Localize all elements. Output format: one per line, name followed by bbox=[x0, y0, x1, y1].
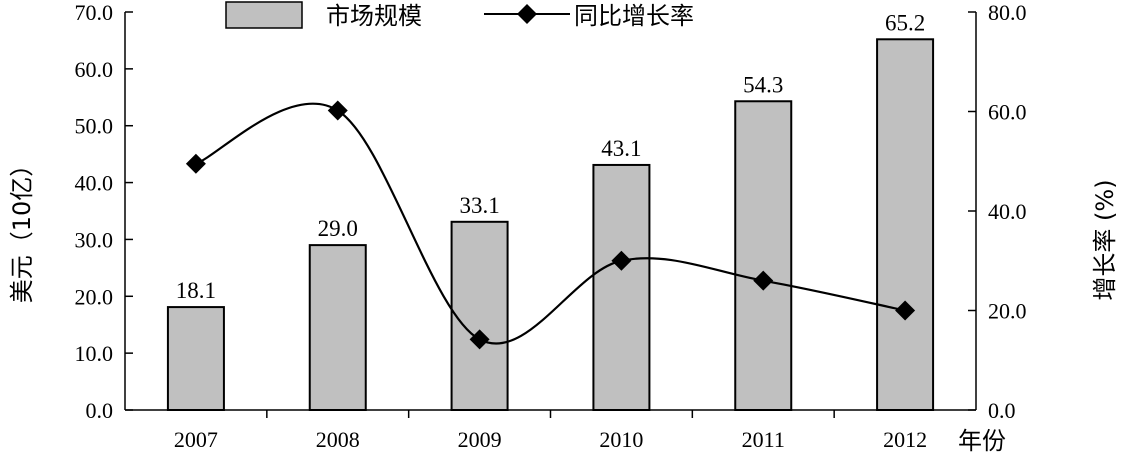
y-axis-title-right: 增长率 (%) bbox=[1091, 179, 1119, 300]
bar bbox=[734, 100, 793, 411]
x-tick-label: 2012 bbox=[883, 427, 927, 452]
y-tick-label-right: 0.0 bbox=[988, 398, 1016, 423]
y-tick-label-right: 40.0 bbox=[988, 199, 1027, 224]
y-tick-label-left: 0.0 bbox=[86, 398, 114, 423]
growth-rate-point bbox=[327, 100, 348, 121]
bar bbox=[166, 306, 225, 411]
y-tick-label-left: 30.0 bbox=[75, 227, 114, 252]
y-tick-label-left: 40.0 bbox=[75, 171, 114, 196]
bar-value-label: 29.0 bbox=[318, 216, 358, 241]
legend-bar-swatch bbox=[225, 1, 303, 29]
bar-value-label: 65.2 bbox=[885, 10, 925, 35]
bar-value-label: 43.1 bbox=[601, 136, 641, 161]
bar bbox=[876, 38, 935, 411]
x-ticks: 2007 2008 2009 2010 2011 2012 bbox=[174, 410, 927, 452]
x-tick-label: 2011 bbox=[742, 427, 785, 452]
axes bbox=[124, 12, 977, 411]
x-axis-title: 年份 bbox=[958, 427, 1006, 455]
bar-value-label: 54.3 bbox=[743, 72, 783, 97]
x-tick-label: 2008 bbox=[316, 427, 360, 452]
bar bbox=[592, 163, 651, 411]
bar-value-label: 33.1 bbox=[459, 193, 499, 218]
legend-diamond-marker bbox=[517, 4, 537, 24]
growth-rate-point bbox=[895, 300, 916, 321]
y-tick-label-left: 10.0 bbox=[75, 341, 114, 366]
growth-rate-point bbox=[611, 250, 632, 271]
growth-rate-point bbox=[185, 153, 206, 174]
y-axis-title-left: 美元（10亿） bbox=[8, 153, 36, 304]
y-ticks-left: 0.0 10.0 20.0 30.0 40.0 50.0 60.0 70.0 bbox=[75, 0, 133, 423]
legend-bar-label: 市场规模 bbox=[326, 2, 422, 30]
y-tick-label-left: 20.0 bbox=[75, 284, 114, 309]
bar-series bbox=[166, 38, 935, 411]
growth-rate-point bbox=[753, 270, 774, 291]
bar-value-label: 18.1 bbox=[176, 278, 216, 303]
x-tick-label: 2007 bbox=[174, 427, 218, 452]
x-tick-label: 2009 bbox=[458, 427, 502, 452]
y-tick-label-right: 80.0 bbox=[988, 0, 1027, 25]
y-tick-label-left: 70.0 bbox=[75, 0, 114, 25]
y-tick-label-right: 20.0 bbox=[988, 299, 1027, 324]
line-series bbox=[185, 100, 916, 350]
bar bbox=[308, 244, 367, 411]
bar-value-labels: 18.1 29.0 33.1 43.1 54.3 65.2 bbox=[176, 10, 925, 303]
bar bbox=[450, 220, 509, 411]
legend: 市场规模 同比增长率 bbox=[225, 1, 694, 30]
growth-rate-point bbox=[469, 329, 490, 350]
growth-rate-line bbox=[195, 102, 906, 345]
y-ticks-right: 0.0 20.0 40.0 60.0 80.0 bbox=[968, 0, 1027, 423]
y-tick-label-left: 60.0 bbox=[75, 57, 114, 82]
legend-line-label: 同比增长率 bbox=[574, 2, 694, 30]
y-tick-label-left: 50.0 bbox=[75, 114, 114, 139]
x-tick-label: 2010 bbox=[599, 427, 643, 452]
y-tick-label-right: 60.0 bbox=[988, 100, 1027, 125]
